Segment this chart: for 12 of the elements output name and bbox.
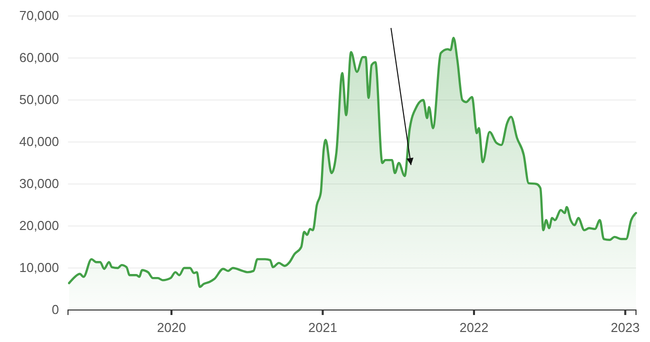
y-tick-label: 20,000 [19,218,59,234]
y-tick-label: 40,000 [19,134,59,150]
x-tick-label: 2021 [308,320,338,336]
y-tick-label: 50,000 [19,92,59,108]
y-tick-label: 60,000 [19,50,59,66]
x-tick-label: 2020 [157,320,186,336]
x-tick-label: 2022 [460,320,488,336]
y-tick-label: 10,000 [19,260,59,276]
y-tick-label: 30,000 [19,176,59,192]
y-tick-label: 70,000 [19,8,59,24]
x-tick-label: 2023 [610,320,640,336]
y-tick-label: 0 [52,302,59,318]
